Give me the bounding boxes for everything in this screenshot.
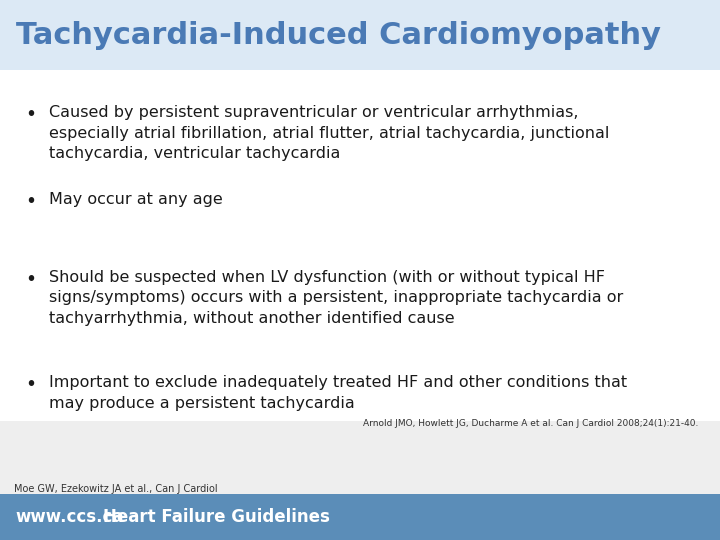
Text: Arnold JMO, Howlett JG, Ducharme A et al. Can J Cardiol 2008;24(1):21-40.: Arnold JMO, Howlett JG, Ducharme A et al… xyxy=(363,420,698,428)
Text: •: • xyxy=(25,105,36,124)
Text: www.ccs.ca: www.ccs.ca xyxy=(16,508,125,526)
Bar xyxy=(0,421,720,494)
Text: Moe GW, Ezekowitz JA et al., Can J Cardiol: Moe GW, Ezekowitz JA et al., Can J Cardi… xyxy=(14,484,218,494)
Text: Important to exclude inadequately treated HF and other conditions that
may produ: Important to exclude inadequately treate… xyxy=(49,375,627,411)
Text: •: • xyxy=(25,270,36,289)
Text: Tachycardia-Induced Cardiomyopathy: Tachycardia-Induced Cardiomyopathy xyxy=(16,21,661,50)
Text: May occur at any age: May occur at any age xyxy=(49,192,222,207)
Text: Heart Failure Guidelines: Heart Failure Guidelines xyxy=(102,508,330,526)
Bar xyxy=(0,494,720,540)
Text: Should be suspected when LV dysfunction (with or without typical HF
signs/sympto: Should be suspected when LV dysfunction … xyxy=(49,270,624,326)
Bar xyxy=(0,0,720,70)
Text: Caused by persistent supraventricular or ventricular arrhythmias,
especially atr: Caused by persistent supraventricular or… xyxy=(49,105,609,161)
Text: •: • xyxy=(25,375,36,394)
Text: •: • xyxy=(25,192,36,211)
